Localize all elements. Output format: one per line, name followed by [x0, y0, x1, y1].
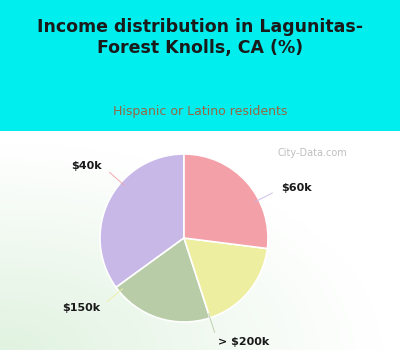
Text: > $200k: > $200k [218, 337, 269, 347]
Wedge shape [184, 238, 267, 318]
Text: $40k: $40k [72, 161, 102, 171]
Wedge shape [184, 154, 268, 248]
Text: Income distribution in Lagunitas-
Forest Knolls, CA (%): Income distribution in Lagunitas- Forest… [37, 18, 363, 57]
Text: Hispanic or Latino residents: Hispanic or Latino residents [113, 105, 287, 118]
Wedge shape [100, 154, 184, 287]
Text: $150k: $150k [62, 303, 100, 313]
Text: $60k: $60k [281, 183, 312, 194]
Text: City-Data.com: City-Data.com [277, 148, 347, 158]
Wedge shape [116, 238, 210, 322]
